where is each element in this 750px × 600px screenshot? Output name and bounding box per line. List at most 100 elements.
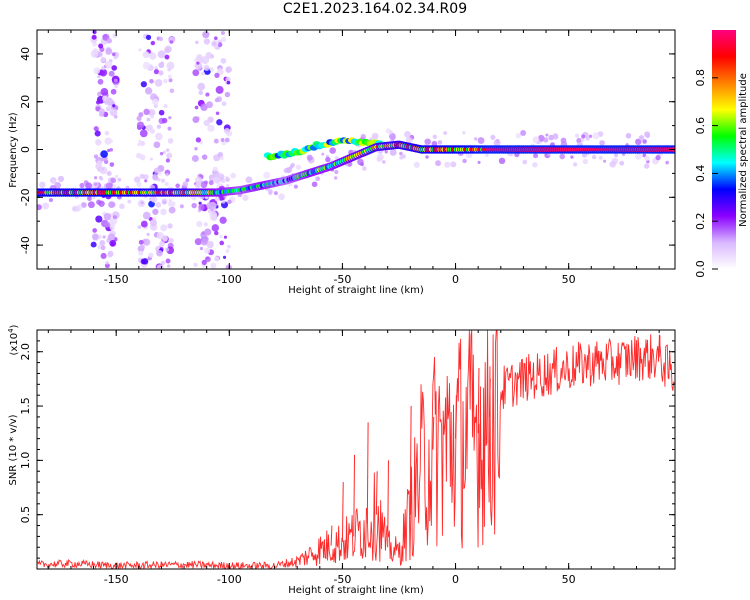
noise-blob: [192, 69, 200, 77]
noise-blob: [161, 117, 168, 124]
noise-blob: [137, 225, 142, 229]
noise-blob: [191, 202, 197, 209]
noise-blob: [211, 224, 220, 232]
noise-blob: [139, 173, 145, 179]
snr-spike: [366, 422, 369, 524]
noise-blob: [581, 134, 586, 139]
noise-blob: [389, 149, 397, 156]
noise-blob: [158, 109, 165, 116]
noise-blob: [635, 138, 642, 146]
noise-blob: [95, 215, 103, 223]
noise-blob: [156, 232, 164, 240]
noise-blob: [105, 97, 111, 103]
noise-blob: [381, 160, 386, 164]
noise-blob: [522, 159, 528, 165]
noise-blob: [98, 108, 105, 115]
noise-blob: [104, 263, 110, 269]
noise-blob: [138, 112, 144, 118]
noise-blob: [224, 137, 230, 143]
noise-blob: [157, 50, 166, 59]
noise-blob: [450, 161, 457, 168]
noise-blob: [498, 157, 506, 165]
noise-blob: [591, 154, 597, 160]
noise-blob: [142, 51, 150, 59]
noise-blob: [194, 182, 201, 189]
noise-blob: [94, 130, 101, 137]
noise-blob: [111, 52, 116, 57]
noise-blob: [603, 159, 607, 163]
noise-blob: [552, 134, 559, 140]
noise-blob: [194, 147, 198, 151]
noise-blob: [98, 175, 103, 180]
noise-blob: [140, 244, 145, 250]
noise-blob: [443, 131, 448, 136]
noise-blob: [537, 134, 545, 142]
noise-blob: [404, 130, 411, 138]
noise-blob: [376, 156, 383, 162]
spectrogram-x-tick-label: -50: [333, 273, 351, 286]
noise-blob: [225, 264, 232, 269]
noise-blob: [98, 200, 105, 207]
noise-blob: [108, 70, 115, 77]
noise-blob: [161, 198, 168, 205]
noise-blob: [278, 193, 285, 200]
noise-blob: [644, 163, 650, 169]
noise-blob: [572, 162, 578, 167]
noise-blob: [435, 160, 441, 167]
noise-blob: [207, 124, 215, 132]
noise-blob: [191, 154, 199, 162]
noise-blob: [437, 140, 443, 145]
noise-blob: [52, 179, 56, 183]
snr-multiplier-label: (x104): [7, 324, 20, 355]
snr-y-tick-label: 0.5: [19, 506, 32, 524]
noise-blob: [136, 181, 142, 187]
noise-blob: [399, 151, 403, 156]
noise-blob: [559, 153, 566, 160]
noise-blob: [315, 176, 321, 182]
noise-blob: [143, 108, 150, 116]
noise-blob: [614, 153, 619, 158]
noise-blob: [432, 134, 438, 140]
noise-blob: [214, 97, 220, 103]
noise-blob: [166, 61, 175, 70]
noise-blob: [156, 124, 162, 129]
noise-blob: [138, 48, 142, 52]
noise-blob: [96, 100, 101, 105]
noise-blob: [90, 50, 99, 58]
noise-blob: [311, 181, 318, 188]
snr-spike: [455, 395, 457, 439]
spectrogram-x-tick-label: 0: [452, 273, 459, 286]
noise-blob: [156, 264, 164, 269]
colorbar-tick-label: 0.0: [694, 260, 707, 278]
noise-blob: [146, 232, 150, 236]
noise-blob: [105, 261, 109, 265]
noise-blob: [136, 115, 142, 122]
noise-blob: [99, 68, 108, 77]
noise-blob: [100, 150, 108, 158]
noise-blob: [166, 264, 171, 268]
noise-blob: [209, 210, 217, 219]
noise-blob: [619, 160, 625, 166]
noise-blob: [204, 256, 211, 263]
noise-blob: [96, 160, 103, 166]
spectrogram-y-tick-label: 40: [19, 47, 32, 61]
noise-blob: [42, 202, 50, 210]
noise-blob: [545, 133, 549, 137]
noise-blob: [413, 161, 420, 168]
noise-blob: [102, 235, 106, 239]
colorbar-tick-label: 0.2: [694, 212, 707, 230]
noise-blob: [169, 40, 174, 44]
noise-blob: [159, 240, 165, 247]
noise-blob: [220, 37, 227, 43]
noise-blob: [97, 91, 102, 97]
noise-blob: [150, 196, 158, 203]
noise-blob: [194, 238, 202, 246]
noise-blob: [156, 249, 163, 257]
noise-blob: [164, 181, 169, 187]
noise-blob: [48, 198, 54, 203]
noise-blob: [138, 139, 142, 143]
snr-x-tick-label: -150: [104, 573, 129, 586]
noise-blob: [99, 239, 106, 246]
noise-blob: [200, 103, 208, 111]
noise-blob: [195, 40, 199, 45]
